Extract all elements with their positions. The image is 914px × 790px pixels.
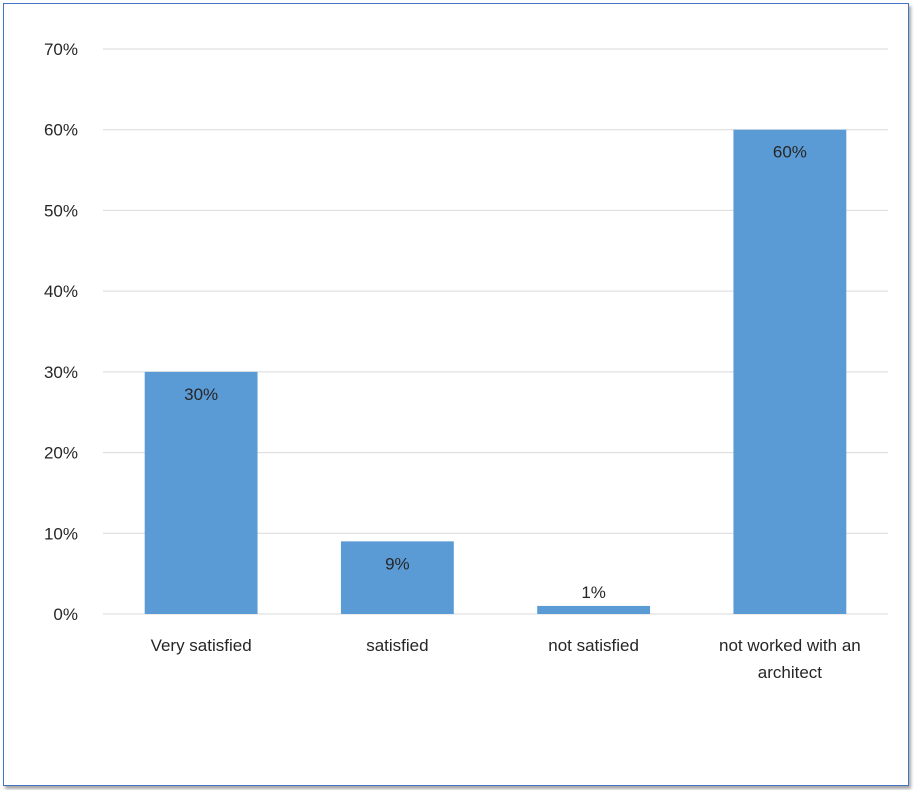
- category-label: not worked with an architect: [719, 636, 861, 682]
- data-labels: 30% 9% 1% 60%: [184, 143, 807, 602]
- bars: [144, 129, 847, 614]
- bar: [144, 371, 258, 614]
- y-tick-label: 60%: [44, 121, 78, 140]
- bar: [340, 541, 454, 614]
- y-tick-label: 20%: [44, 444, 78, 463]
- data-label: 1%: [581, 583, 606, 602]
- y-tick-label: 40%: [44, 282, 78, 301]
- category-label: satisfied: [366, 636, 428, 655]
- y-tick-label: 0%: [53, 605, 78, 624]
- bar: [537, 605, 651, 614]
- y-tick-label: 50%: [44, 201, 78, 220]
- y-axis-tick-labels: 0% 10% 20% 30% 40% 50% 60% 70%: [44, 40, 78, 624]
- y-tick-label: 10%: [44, 524, 78, 543]
- category-label: Very satisfied: [151, 636, 252, 655]
- data-label: 30%: [184, 385, 218, 404]
- x-axis-category-labels: Very satisfied satisfied not satisfied not …: [151, 636, 861, 682]
- data-label: 60%: [773, 143, 807, 162]
- category-label: not satisfied: [548, 636, 639, 655]
- bar: [733, 129, 847, 614]
- y-tick-label: 30%: [44, 363, 78, 382]
- y-tick-label: 70%: [44, 40, 78, 59]
- data-label: 9%: [385, 554, 410, 573]
